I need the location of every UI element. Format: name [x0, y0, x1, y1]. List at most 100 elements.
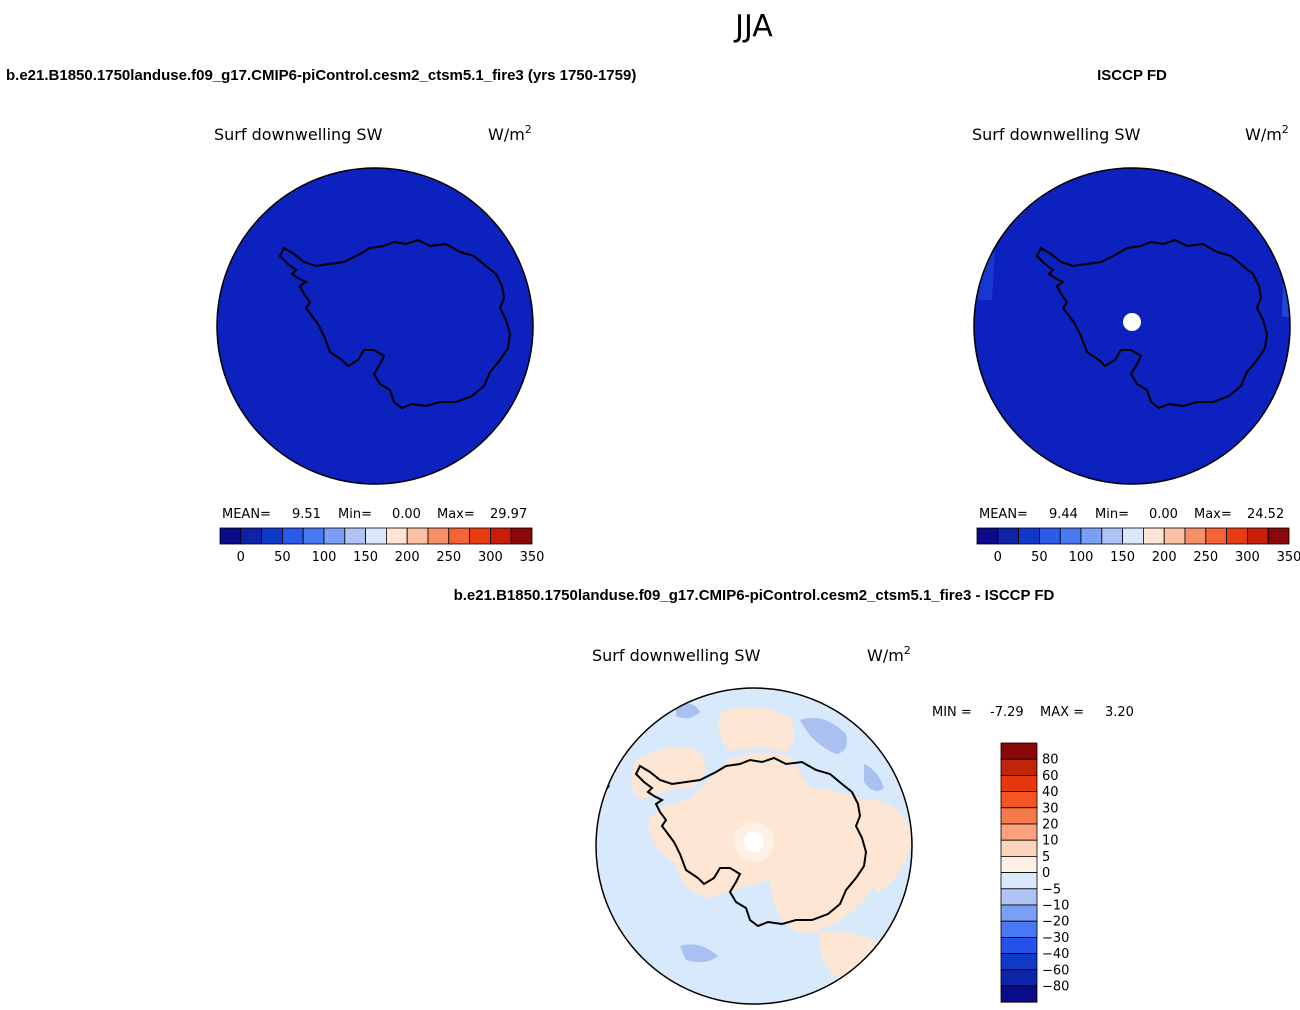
colorbar-swatch — [1080, 527, 1103, 545]
colorbar-swatch — [1000, 791, 1038, 809]
colorbar-swatch — [1000, 775, 1038, 793]
colorbar-swatch — [469, 527, 491, 545]
colorbar-swatch — [1101, 527, 1124, 545]
variable-label: Surf downwelling SW — [214, 125, 383, 144]
negative-region-2 — [676, 703, 700, 719]
positive-region-east — [860, 799, 912, 892]
colorbar-swatch — [448, 527, 470, 545]
colorbar-swatch — [240, 527, 263, 545]
map-ocean — [217, 168, 533, 484]
colorbar-tick-label: 30 — [1042, 801, 1059, 816]
max-label: Max= — [437, 507, 475, 522]
min-value: 0.00 — [392, 507, 421, 522]
missing-data-pole — [1123, 313, 1141, 331]
polar-map — [216, 167, 534, 485]
panel-bottom-title: b.e21.B1850.1750landuse.f09_g17.CMIP6-pi… — [454, 587, 1055, 604]
colorbar-tick-label: 300 — [1235, 550, 1260, 565]
colorbar-tick-label: 150 — [353, 550, 378, 565]
units-label: W/m2 — [488, 123, 532, 144]
stats-line: MIN = -7.29 MAX = 3.20 — [932, 705, 1134, 720]
mean-value: 9.51 — [292, 507, 321, 522]
colorbar-tick-label: −5 — [1042, 882, 1061, 897]
colorbar-horizontal: 0 50 100 150 200 250 300 350 — [219, 527, 544, 565]
units-superscript: 2 — [525, 123, 532, 136]
polar-map-difference — [595, 687, 913, 1005]
colorbar-tick-label: 60 — [1042, 769, 1059, 784]
colorbar-swatch — [365, 527, 387, 545]
units-superscript: 2 — [1282, 123, 1289, 136]
colorbar-swatch — [1000, 888, 1038, 906]
colorbar-horizontal: 0 50 100 150 200 250 300 350 — [976, 527, 1300, 565]
max-value: 3.20 — [1105, 705, 1134, 720]
colorbar-swatch — [406, 527, 429, 545]
panel-top-left-title: b.e21.B1850.1750landuse.f09_g17.CMIP6-pi… — [6, 67, 636, 84]
colorbar-swatch — [385, 527, 408, 545]
colorbar-swatch — [1000, 904, 1038, 922]
max-label: MAX = — [1040, 705, 1084, 720]
colorbar-swatch — [1000, 872, 1038, 890]
colorbar-swatch — [1000, 953, 1038, 971]
mean-label: MEAN= — [979, 507, 1028, 522]
colorbar-swatch — [510, 527, 533, 545]
min-label: MIN = — [932, 705, 972, 720]
colorbar-swatch — [1267, 527, 1290, 545]
units-label: W/m2 — [1245, 123, 1289, 144]
colorbar-tick-label: 200 — [395, 550, 420, 565]
min-value: 0.00 — [1149, 507, 1178, 522]
colorbar-tick-label: 250 — [1193, 550, 1218, 565]
colorbar-tick-label: 300 — [478, 550, 503, 565]
colorbar-tick-label: −10 — [1042, 899, 1069, 914]
units-text: W/m — [867, 646, 904, 665]
units-text: W/m — [488, 125, 525, 144]
stats-line: MEAN= 9.51 Min= 0.00 Max= 29.97 — [222, 507, 527, 522]
max-value: 24.52 — [1247, 507, 1284, 522]
positive-region-north — [718, 707, 795, 752]
colorbar-swatch — [1205, 527, 1228, 545]
colorbar-swatch — [281, 527, 304, 545]
colorbar-tick-label: 0 — [1042, 866, 1050, 881]
colorbar-swatch — [1018, 527, 1040, 545]
colorbar-tick-label: −60 — [1042, 963, 1069, 978]
colorbar-swatch — [1000, 742, 1038, 760]
colorbar-tick-label: 100 — [312, 550, 337, 565]
colorbar-tick-label: 5 — [1042, 850, 1050, 865]
colorbar-tick-label: 150 — [1110, 550, 1135, 565]
min-label: Min= — [1095, 507, 1129, 522]
colorbar-swatch — [976, 527, 999, 545]
colorbar-swatch — [427, 527, 450, 545]
units-label: W/m2 — [867, 644, 911, 665]
colorbar-tick-label: 100 — [1069, 550, 1094, 565]
colorbar-tick-label: 0 — [994, 550, 1002, 565]
colorbar-tick-label: −30 — [1042, 931, 1069, 946]
max-label: Max= — [1194, 507, 1232, 522]
colorbar-swatch — [1000, 758, 1038, 776]
colorbar-tick-label: 200 — [1152, 550, 1177, 565]
colorbar-tick-label: 250 — [436, 550, 461, 565]
panel-bottom: Surf downwelling SW W/m2 MIN — [592, 644, 1134, 1005]
polar-map — [973, 167, 1291, 485]
colorbar-swatch — [261, 527, 283, 545]
missing-data-pole — [744, 832, 764, 852]
map-border — [216, 167, 534, 485]
colorbar-swatch — [1000, 807, 1038, 825]
colorbar-swatch — [1163, 527, 1186, 545]
colorbar-tick-label: 0 — [237, 550, 245, 565]
negative-region-3 — [864, 764, 884, 791]
colorbar-swatch — [997, 527, 1019, 545]
colorbar-swatch — [1000, 969, 1038, 987]
colorbar-swatch — [1000, 985, 1038, 1003]
colorbar-swatch — [344, 527, 366, 545]
units-text: W/m — [1245, 125, 1282, 144]
panel-top-right: Surf downwelling SW W/m2 MEAN= 9.44 Min=… — [972, 123, 1300, 565]
mean-value: 9.44 — [1049, 507, 1078, 522]
colorbar-swatch — [1000, 920, 1038, 938]
colorbar-tick-label: 40 — [1042, 785, 1059, 800]
variable-label: Surf downwelling SW — [972, 125, 1141, 144]
max-value: 29.97 — [490, 507, 527, 522]
colorbar-swatch — [1247, 527, 1269, 545]
variable-label: Surf downwelling SW — [592, 646, 761, 665]
panel-top-right-title: ISCCP FD — [1097, 67, 1167, 84]
stats-line: MEAN= 9.44 Min= 0.00 Max= 24.52 — [979, 507, 1284, 522]
